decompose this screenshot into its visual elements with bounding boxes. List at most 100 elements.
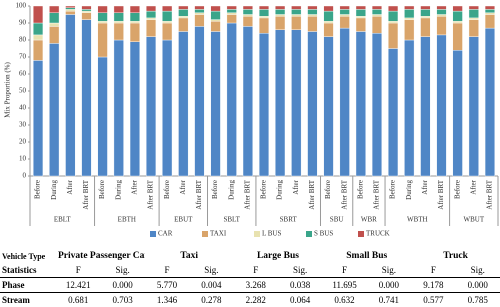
bar-segment xyxy=(130,42,140,176)
x-tick-label: After xyxy=(66,179,74,194)
bar-segment xyxy=(308,32,318,177)
bar-segment xyxy=(356,16,366,18)
table-cell: F xyxy=(234,263,278,278)
table-cell: 12.421 xyxy=(56,278,100,293)
bar-segment xyxy=(291,6,301,9)
table-cell: 9.178 xyxy=(411,278,455,293)
bar-segment xyxy=(178,32,188,177)
bar-segment xyxy=(404,18,414,20)
bar-segment xyxy=(49,13,59,23)
group-label: WBR xyxy=(361,216,377,224)
bar-segment xyxy=(453,23,463,50)
bar-segment xyxy=(324,6,334,11)
table-cell: F xyxy=(56,263,100,278)
x-tick-label: Before xyxy=(356,180,364,199)
table-cell: F xyxy=(322,263,366,278)
bar-segment xyxy=(340,28,350,176)
y-tick-label: 20 xyxy=(19,138,27,146)
bar-segment xyxy=(243,15,253,17)
bar-segment xyxy=(98,13,108,21)
x-tick-label: During xyxy=(114,180,122,200)
table-cell: Statistics xyxy=(0,263,56,278)
y-tick-label: 60 xyxy=(19,70,27,78)
bar-segment xyxy=(114,40,124,176)
table-cell: F xyxy=(411,263,455,278)
bar-segment xyxy=(33,6,43,23)
bar-segment xyxy=(404,6,414,9)
header-cell: Large Bus xyxy=(234,249,323,263)
table-cell: Sig. xyxy=(367,263,411,278)
bar-segment xyxy=(275,9,285,14)
bar-segment xyxy=(421,9,431,16)
bar-segment xyxy=(211,32,221,177)
bar-segment xyxy=(33,40,43,60)
bar-segment xyxy=(211,6,221,11)
bar-segment xyxy=(469,9,479,18)
x-tick-label: After BRT xyxy=(308,179,316,209)
group-label: WBTH xyxy=(407,216,428,224)
x-tick-label: Before xyxy=(98,180,106,199)
bar-segment xyxy=(388,49,398,177)
bar-segment xyxy=(82,13,92,20)
bar-segment xyxy=(227,15,237,24)
bar-segment xyxy=(33,35,43,40)
bar-segment xyxy=(227,9,237,12)
bar-segment xyxy=(275,30,285,176)
stats-table: Vehicle Type Private Passenger Car Taxi … xyxy=(0,249,500,307)
bar-segment xyxy=(259,18,269,33)
x-tick-label: After BRT xyxy=(486,179,494,209)
bar-segment xyxy=(324,21,334,23)
table-cell: F xyxy=(145,263,189,278)
bar-segment xyxy=(33,60,43,176)
bar-segment xyxy=(388,6,398,11)
bar-segment xyxy=(388,23,398,49)
group-label: EBLT xyxy=(54,216,72,224)
table-cell: 3.268 xyxy=(234,278,278,293)
x-tick-label: After xyxy=(131,179,139,194)
header-row: Vehicle Type Private Passenger Car Taxi … xyxy=(0,249,500,263)
table-cell: 0.000 xyxy=(456,278,500,293)
x-tick-label: After xyxy=(292,179,300,194)
x-tick-label: Before xyxy=(211,180,219,199)
bar-segment xyxy=(308,15,318,17)
bar-segment xyxy=(356,6,366,9)
group-label: SBRT xyxy=(280,216,298,224)
y-tick-label: 100 xyxy=(16,2,27,10)
bar-segment xyxy=(437,9,447,14)
bar-segment xyxy=(340,6,350,9)
legend-swatch xyxy=(150,231,156,237)
bar-segment xyxy=(485,9,495,12)
bar-segment xyxy=(324,11,334,21)
bar-segment xyxy=(178,6,188,9)
bar-segment xyxy=(227,6,237,9)
legend-swatch xyxy=(306,231,312,237)
bar-segment xyxy=(421,37,431,176)
bar-segment xyxy=(437,35,447,176)
legend-label: TRUCK xyxy=(366,230,390,238)
bar-segment xyxy=(291,9,301,14)
bar-segment xyxy=(259,33,269,176)
bar-segment xyxy=(453,11,463,21)
legend-label: TAXI xyxy=(210,230,227,238)
bar-segment xyxy=(324,23,334,37)
bar-segment xyxy=(243,6,253,9)
bar-segment xyxy=(437,6,447,9)
bar-segment xyxy=(82,6,92,9)
bar-segment xyxy=(372,16,382,33)
y-tick-label: 70 xyxy=(19,53,27,61)
bar-segment xyxy=(130,21,140,23)
x-tick-label: Before xyxy=(389,180,397,199)
bar-segment xyxy=(243,9,253,14)
bar-segment xyxy=(437,15,447,17)
bar-segment xyxy=(243,26,253,176)
bar-segment xyxy=(259,9,269,16)
bar-segment xyxy=(485,15,495,29)
bar-segment xyxy=(356,32,366,177)
y-tick-label: 90 xyxy=(19,19,27,27)
bar-segment xyxy=(82,20,92,176)
bar-segment xyxy=(195,9,205,12)
bar-segment xyxy=(146,37,156,176)
bar-segment xyxy=(469,6,479,9)
bar-segment xyxy=(98,23,108,57)
bar-segment xyxy=(178,16,188,18)
